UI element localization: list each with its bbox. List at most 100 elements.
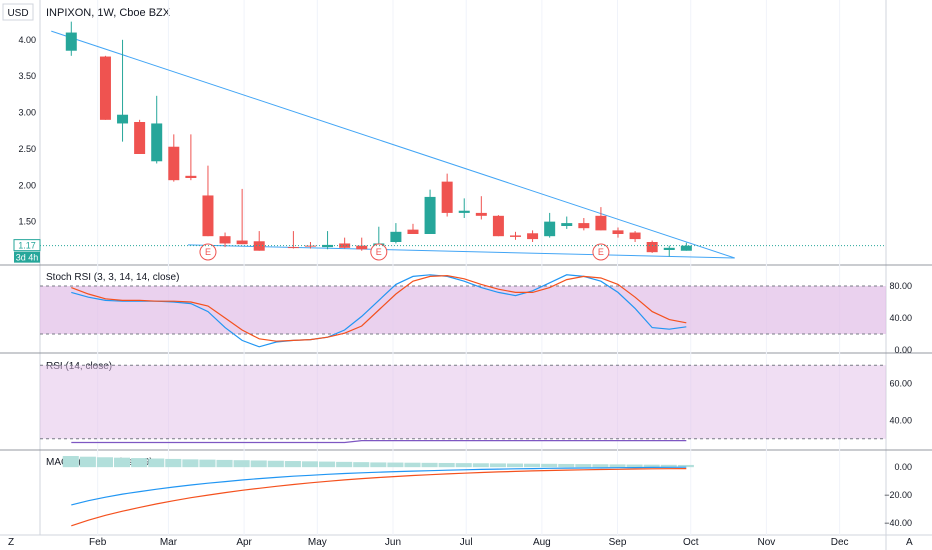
earnings-marker[interactable] <box>370 243 388 261</box>
macd-histogram-bar <box>558 463 575 468</box>
last-price-label: 1.17 <box>18 241 36 251</box>
macd-signal-line <box>71 468 687 527</box>
macd-histogram-bar <box>660 464 677 468</box>
countdown-box <box>14 251 40 263</box>
countdown-label: 3d 4h <box>16 253 39 263</box>
candle-body <box>390 231 402 242</box>
candle-body <box>612 230 624 234</box>
macd-histogram-bar <box>114 457 131 468</box>
candle-body <box>663 247 675 250</box>
candle-body <box>339 243 351 248</box>
trendlines[interactable] <box>51 30 735 259</box>
macd-tick-label: 0.00 <box>894 462 912 472</box>
price-tick-label: 4.00 <box>18 35 36 45</box>
macd-histogram-bar <box>421 462 438 468</box>
macd-histogram-bar <box>284 461 301 468</box>
trendline-lower[interactable] <box>187 244 735 259</box>
time-tick-label: Oct <box>683 537 699 548</box>
stoch-d-line <box>71 274 687 342</box>
macd-histogram-bar <box>387 462 404 468</box>
candle-body <box>236 240 248 245</box>
macd-histogram-bar <box>370 462 387 468</box>
candle-body <box>595 215 607 231</box>
macd-histogram-bar <box>575 464 592 468</box>
macd-histogram-bar <box>62 456 79 468</box>
macd-histogram-bar <box>353 462 370 468</box>
candle-body <box>509 235 521 237</box>
macd-histogram-bar <box>182 459 199 468</box>
price-tick-label: 2.50 <box>18 144 36 154</box>
time-tick-label: Jul <box>460 537 473 548</box>
macd-histogram-bar <box>250 460 267 468</box>
stoch-band <box>40 286 886 334</box>
last-price-box <box>13 239 41 252</box>
corner-left-label[interactable]: Z <box>8 537 14 548</box>
candle-body <box>458 210 470 213</box>
macd-histogram-bar <box>455 463 472 468</box>
time-tick-label: Nov <box>758 537 776 548</box>
macd-pane: MACD (12, 26, close, 9) 0.00−20.00−40.00 <box>46 456 912 528</box>
candle-body <box>544 221 556 237</box>
candle-body <box>65 32 77 51</box>
time-tick-label: Aug <box>533 537 551 548</box>
macd-histogram-bar <box>131 458 148 468</box>
corner-right-label[interactable]: A <box>906 537 913 548</box>
earnings-marker-label: E <box>376 247 382 257</box>
candle-body <box>407 229 419 234</box>
rsi-band <box>40 365 886 439</box>
stoch-rsi-pane: Stoch RSI (3, 3, 14, 14, close) 80.00 40.… <box>40 272 912 355</box>
price-tick-label: 3.50 <box>18 71 36 81</box>
candles <box>65 21 692 257</box>
time-tick-label: Feb <box>89 537 107 548</box>
candle-body <box>117 114 129 124</box>
macd-histogram-bar <box>96 457 113 468</box>
candle-body <box>185 175 197 178</box>
time-tick-label: Dec <box>831 537 849 548</box>
macd-histogram-bar <box>438 462 455 468</box>
macd-histogram-bar <box>626 464 643 468</box>
macd-histogram-bar <box>319 461 336 468</box>
stoch-title: Stoch RSI (3, 3, 14, 14, close) <box>46 272 179 283</box>
time-tick-label: Sep <box>609 537 627 548</box>
currency-badge[interactable] <box>2 3 34 21</box>
macd-histogram-bar <box>472 463 489 468</box>
rsi-tick-label: 60.00 <box>889 379 912 389</box>
macd-histogram-bar <box>216 459 233 468</box>
macd-histogram-bar <box>524 463 541 468</box>
stoch-tick-label: 40.00 <box>889 313 912 323</box>
chart-header: USD INPIXON, 1W, Cboe BZX <box>2 3 171 21</box>
candle-body <box>475 212 487 216</box>
stoch-tick-label: 80.00 <box>889 281 912 291</box>
macd-histogram-bar <box>233 460 250 468</box>
currency-label: USD <box>7 8 28 19</box>
main-pane-grid <box>97 0 841 535</box>
last-price-marker: 1.17 3d 4h <box>13 239 886 263</box>
candle-body <box>219 236 231 244</box>
macd-histogram-bar <box>677 464 694 468</box>
macd-histogram-bar <box>267 460 284 468</box>
macd-histogram-bar <box>148 458 165 468</box>
candle-body <box>578 223 590 229</box>
earnings-marker[interactable] <box>199 243 217 261</box>
symbol-title: INPIXON, 1W, Cboe BZX <box>46 7 171 19</box>
macd-histogram-bar <box>506 463 524 468</box>
macd-histogram-bar <box>165 458 182 468</box>
macd-tick-label: −40.00 <box>884 518 912 528</box>
candle-body <box>168 146 180 181</box>
macd-histogram-bar <box>404 462 421 468</box>
macd-line <box>71 466 687 506</box>
candle-body <box>441 181 453 213</box>
candle-body <box>99 56 111 120</box>
trendline-upper[interactable] <box>51 30 735 259</box>
macd-histogram-bar <box>592 464 609 468</box>
candle-body <box>424 196 436 234</box>
time-tick-label: Apr <box>236 537 252 548</box>
price-tick-label: 3.00 <box>18 108 36 118</box>
macd-histogram-bar <box>336 461 353 468</box>
candle-body <box>202 195 214 237</box>
macd-histogram-bar <box>643 464 660 468</box>
earnings-marker[interactable] <box>592 243 610 261</box>
candle-body <box>151 123 163 162</box>
macd-histogram-bar <box>609 464 626 468</box>
